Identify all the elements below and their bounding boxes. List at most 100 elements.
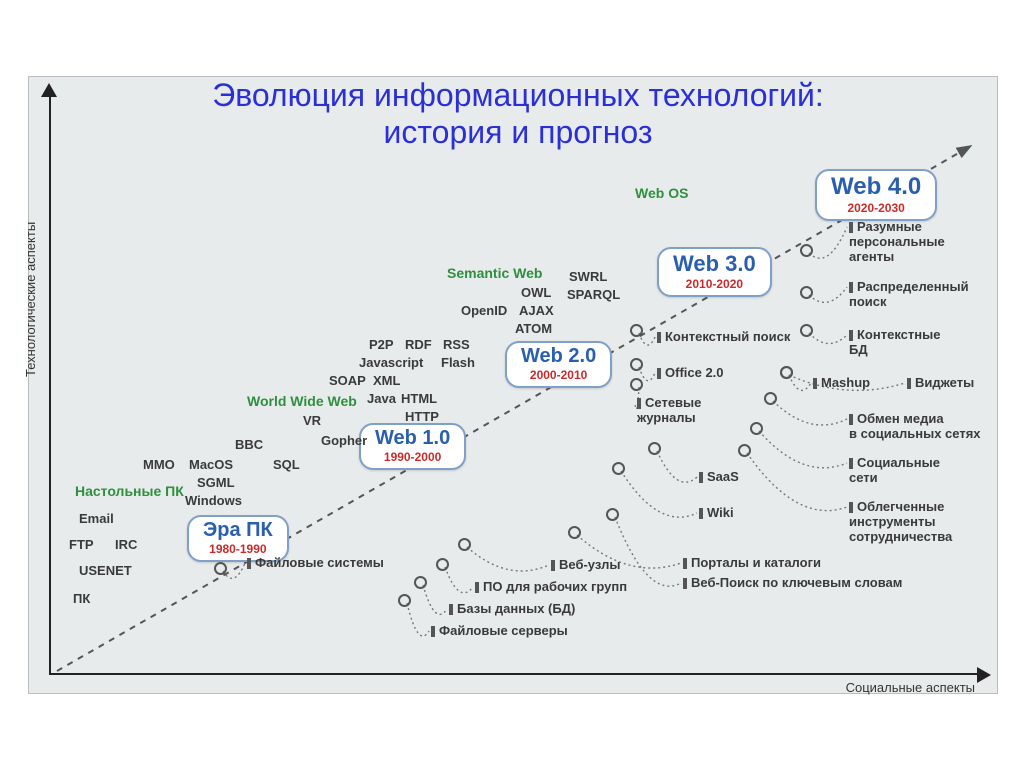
era-badge-period: 2020-2030 (831, 201, 921, 215)
tech-term: MacOS (189, 457, 233, 472)
dot-icon (568, 526, 581, 539)
dot-icon (780, 366, 793, 379)
dot-icon (398, 594, 411, 607)
x-axis-label: Социальные аспекты (846, 680, 975, 695)
dot-icon (414, 576, 427, 589)
title-line-2: история и прогноз (384, 114, 653, 150)
era-label: Semantic Web (447, 265, 542, 281)
tick-icon (699, 472, 703, 483)
social-item-text: сотрудничества (849, 529, 952, 544)
era-badge-name: Web 1.0 (375, 427, 450, 449)
social-item-text: поиск (849, 294, 887, 309)
social-item: Файловые серверы (431, 623, 568, 638)
tick-icon (849, 282, 853, 293)
tick-icon (431, 626, 435, 637)
era-badge-period: 2000-2010 (521, 368, 596, 382)
dot-icon (630, 378, 643, 391)
social-item-text: Веб-узлы (559, 557, 621, 572)
dot-icon (764, 392, 777, 405)
x-axis-arrow-icon (977, 667, 991, 683)
era-label: World Wide Web (247, 393, 357, 409)
tech-term: Email (79, 511, 114, 526)
dot-icon (800, 244, 813, 257)
y-axis-arrow-icon (41, 83, 57, 97)
tech-term: RSS (443, 337, 470, 352)
dot-icon (214, 562, 227, 575)
tech-term: IRC (115, 537, 137, 552)
social-item-text: Виджеты (915, 375, 974, 390)
social-item: Базы данных (БД) (449, 601, 575, 616)
social-item: Контекстный поиск (657, 329, 790, 344)
era-label: Web OS (635, 185, 688, 201)
tech-term: Windows (185, 493, 242, 508)
social-item-text: Базы данных (БД) (457, 601, 575, 616)
tech-term: SOAP (329, 373, 366, 388)
social-item-text: Файловые системы (255, 555, 384, 570)
era-badge: Web 4.02020-2030 (815, 169, 937, 221)
tech-term: Javascript (359, 355, 423, 370)
tech-term: Java (367, 391, 396, 406)
tick-icon (813, 378, 817, 389)
tech-term: FTP (69, 537, 94, 552)
tech-term: RDF (405, 337, 432, 352)
era-badge-name: Web 2.0 (521, 345, 596, 367)
social-item-text: Сетевые (645, 395, 701, 410)
social-item-text: Файловые серверы (439, 623, 568, 638)
social-item-text: SaaS (707, 469, 739, 484)
y-axis-label: Технологические аспекты (23, 222, 38, 377)
dot-icon (630, 358, 643, 371)
social-item: Office 2.0 (657, 365, 724, 380)
chart-panel: Технологические аспекты Социальные аспек… (28, 76, 998, 694)
social-item: Веб-Поиск по ключевым словам (683, 575, 902, 590)
dot-icon (738, 444, 751, 457)
y-axis (49, 89, 51, 675)
era-badge-period: 1990-2000 (375, 450, 450, 464)
tick-icon (849, 414, 853, 425)
dot-icon (436, 558, 449, 571)
tech-term: HTML (401, 391, 437, 406)
tech-term: VR (303, 413, 321, 428)
tick-icon (849, 502, 853, 513)
tick-icon (849, 458, 853, 469)
tick-icon (699, 508, 703, 519)
tech-term: MMO (143, 457, 175, 472)
era-label: Настольные ПК (75, 483, 184, 499)
social-item-text: персональные (849, 234, 945, 249)
tech-term: USENET (79, 563, 132, 578)
dot-icon (800, 324, 813, 337)
social-item-text: Office 2.0 (665, 365, 724, 380)
tech-term: SWRL (569, 269, 607, 284)
era-badge-period: 1980-1990 (203, 542, 273, 556)
social-item-text: Веб-Поиск по ключевым словам (691, 575, 902, 590)
social-item-text: Контекстные (857, 327, 940, 342)
social-item-text: Mashup (821, 375, 870, 390)
page: Технологические аспекты Социальные аспек… (0, 0, 1024, 768)
social-item: Wiki (699, 505, 734, 520)
tick-icon (657, 332, 661, 343)
social-item: Обмен медиав социальных сетях (849, 411, 981, 441)
social-item: КонтекстныеБД (849, 327, 940, 357)
social-item: Веб-узлы (551, 557, 621, 572)
tech-term: OpenID (461, 303, 507, 318)
social-item: Виджеты (907, 375, 974, 390)
tech-term: XML (373, 373, 400, 388)
social-item: Разумныеперсональныеагенты (849, 219, 945, 264)
tech-term: ПК (73, 591, 90, 606)
social-item: Распределенныйпоиск (849, 279, 969, 309)
social-item: Сетевыежурналы (637, 395, 701, 425)
social-item-text: Социальные (857, 455, 940, 470)
tech-term: AJAX (519, 303, 554, 318)
chart-title: Эволюция информационных технологий: исто… (99, 77, 937, 151)
social-item-text: Облегченные (857, 499, 944, 514)
tech-term: SQL (273, 457, 300, 472)
tech-term: SPARQL (567, 287, 620, 302)
tick-icon (551, 560, 555, 571)
dot-icon (606, 508, 619, 521)
dot-icon (612, 462, 625, 475)
tick-icon (683, 578, 687, 589)
social-item-text: ПО для рабочих групп (483, 579, 627, 594)
era-badge-name: Web 4.0 (831, 173, 921, 200)
social-item: Порталы и каталоги (683, 555, 821, 570)
title-line-1: Эволюция информационных технологий: (212, 77, 824, 113)
tick-icon (637, 398, 641, 409)
